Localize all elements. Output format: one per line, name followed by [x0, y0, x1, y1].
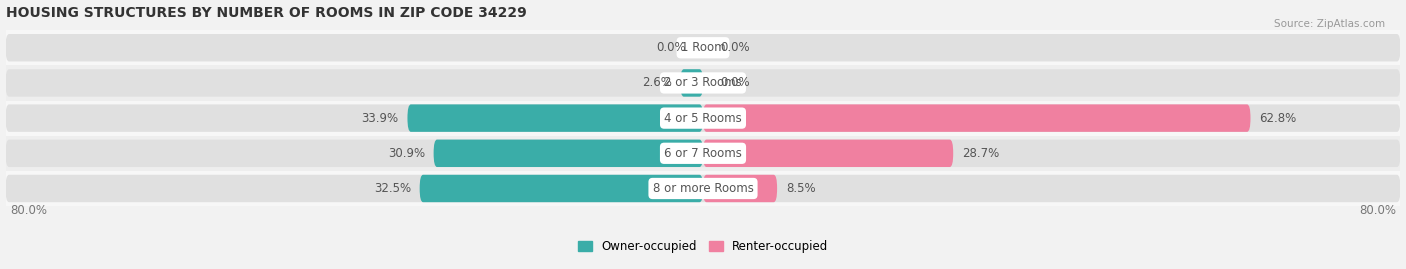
Text: 8.5%: 8.5% — [786, 182, 815, 195]
FancyBboxPatch shape — [6, 69, 1400, 97]
Text: 4 or 5 Rooms: 4 or 5 Rooms — [664, 112, 742, 125]
Text: 30.9%: 30.9% — [388, 147, 425, 160]
Text: 0.0%: 0.0% — [720, 41, 749, 54]
Bar — [6, 30, 1400, 65]
FancyBboxPatch shape — [419, 175, 703, 202]
Bar — [6, 136, 1400, 171]
FancyBboxPatch shape — [681, 69, 703, 97]
Text: 32.5%: 32.5% — [374, 182, 411, 195]
FancyBboxPatch shape — [408, 104, 703, 132]
Text: 6 or 7 Rooms: 6 or 7 Rooms — [664, 147, 742, 160]
FancyBboxPatch shape — [703, 140, 953, 167]
Text: 80.0%: 80.0% — [1360, 204, 1396, 217]
Text: HOUSING STRUCTURES BY NUMBER OF ROOMS IN ZIP CODE 34229: HOUSING STRUCTURES BY NUMBER OF ROOMS IN… — [6, 6, 526, 20]
FancyBboxPatch shape — [6, 104, 1400, 132]
FancyBboxPatch shape — [703, 175, 778, 202]
Text: 2 or 3 Rooms: 2 or 3 Rooms — [664, 76, 742, 89]
Bar — [6, 171, 1400, 206]
Text: 80.0%: 80.0% — [10, 204, 46, 217]
Bar — [6, 101, 1400, 136]
Text: 28.7%: 28.7% — [962, 147, 1000, 160]
FancyBboxPatch shape — [6, 34, 1400, 62]
FancyBboxPatch shape — [6, 140, 1400, 167]
Text: 62.8%: 62.8% — [1260, 112, 1296, 125]
Text: 0.0%: 0.0% — [720, 76, 749, 89]
Bar — [6, 65, 1400, 101]
FancyBboxPatch shape — [433, 140, 703, 167]
Text: 0.0%: 0.0% — [657, 41, 686, 54]
Text: 8 or more Rooms: 8 or more Rooms — [652, 182, 754, 195]
Text: Source: ZipAtlas.com: Source: ZipAtlas.com — [1274, 19, 1385, 29]
FancyBboxPatch shape — [703, 104, 1250, 132]
Text: 33.9%: 33.9% — [361, 112, 399, 125]
Text: 2.6%: 2.6% — [641, 76, 672, 89]
FancyBboxPatch shape — [6, 175, 1400, 202]
Legend: Owner-occupied, Renter-occupied: Owner-occupied, Renter-occupied — [572, 235, 834, 258]
Text: 1 Room: 1 Room — [681, 41, 725, 54]
